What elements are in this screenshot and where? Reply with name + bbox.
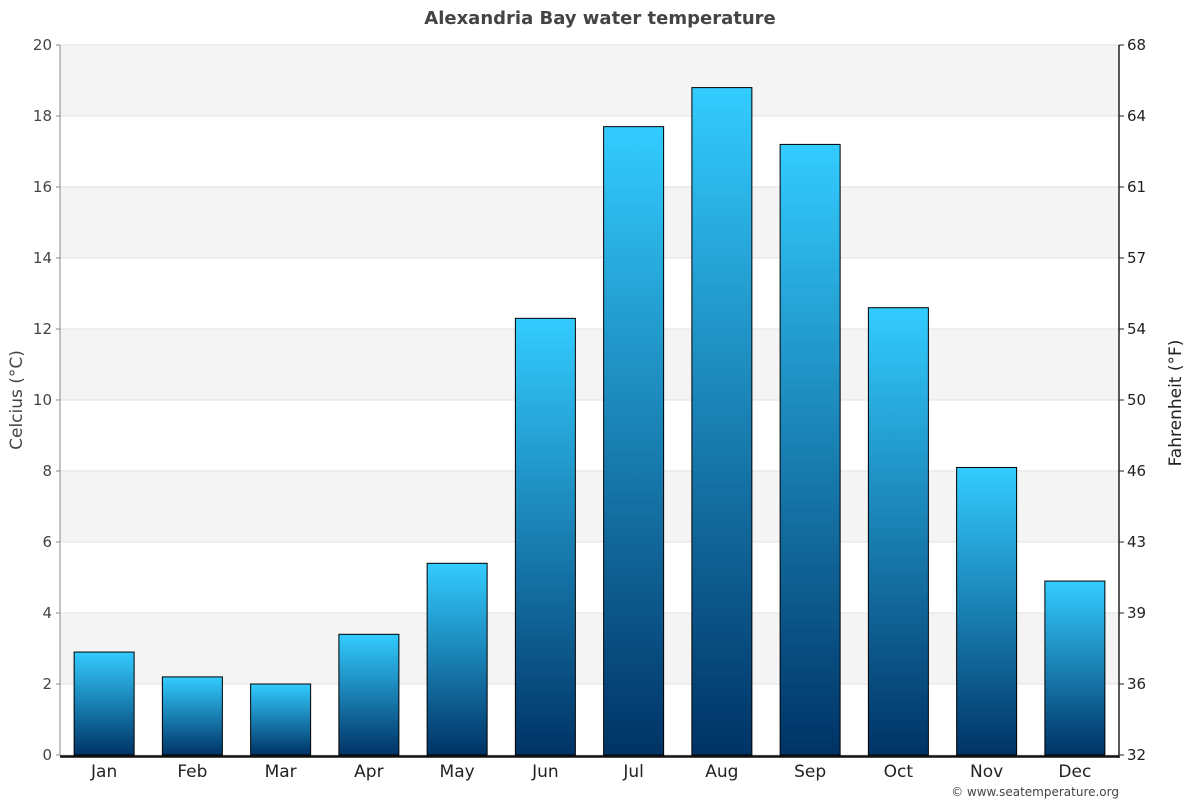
background-band	[60, 187, 1119, 258]
bar-apr	[338, 633, 400, 756]
left-tick-label: 8	[42, 462, 52, 480]
background-band	[60, 471, 1119, 542]
left-tick-label: 20	[33, 36, 52, 54]
background-band	[60, 45, 1119, 116]
left-tick-label: 2	[42, 675, 52, 693]
category-label: Feb	[177, 762, 207, 782]
right-tick-label: 46	[1127, 462, 1146, 480]
right-tick-label: 64	[1127, 107, 1146, 125]
category-label: Sep	[794, 762, 826, 782]
axes	[56, 44, 1124, 758]
category-label: Oct	[884, 762, 914, 782]
right-tick-label: 50	[1127, 391, 1146, 409]
category-labels: Jan Feb Mar Apr May Jun Jul Aug Sep Oct Nov Dec	[90, 762, 1091, 782]
category-label: Jun	[531, 762, 559, 782]
left-tick-label: 12	[33, 320, 52, 338]
left-tick-label: 4	[42, 604, 52, 622]
left-tick-label: 16	[33, 178, 52, 196]
category-label: Dec	[1058, 762, 1091, 782]
left-tick-labels: 0 2 4 6 8 10 12 14 16 18 20	[33, 36, 52, 764]
left-tick-label: 14	[33, 249, 52, 267]
background-bands	[60, 45, 1119, 684]
gridlines	[60, 44, 1119, 756]
bar-aug	[691, 87, 753, 756]
bar-sep	[779, 143, 841, 756]
category-label: Nov	[970, 762, 1003, 782]
right-tick-label: 32	[1127, 746, 1146, 764]
credit-text: © www.seatemperature.org	[951, 785, 1119, 799]
right-tick-labels: 32 36 39 43 46 50 54 57 61 64 68	[1127, 36, 1146, 764]
category-label: Aug	[705, 762, 738, 782]
right-tick-label: 36	[1127, 675, 1146, 693]
right-tick-label: 57	[1127, 249, 1146, 267]
bar-jun	[514, 317, 576, 756]
right-tick-label: 39	[1127, 604, 1146, 622]
bar-mar	[250, 683, 312, 756]
right-axis-title: Fahrenheit (°F)	[1166, 340, 1186, 467]
bar-jul	[603, 126, 665, 756]
left-tick-label: 6	[42, 533, 52, 551]
category-label: Mar	[265, 762, 297, 782]
bar-feb	[161, 676, 223, 756]
chart-title: Alexandria Bay water temperature	[424, 8, 775, 29]
category-label: Jul	[622, 762, 644, 782]
left-tick-label: 0	[42, 746, 52, 764]
background-band	[60, 613, 1119, 684]
left-tick-label: 10	[33, 391, 52, 409]
bar-nov	[956, 466, 1018, 756]
category-label: Apr	[354, 762, 383, 782]
bar-may	[426, 562, 488, 756]
left-tick-label: 18	[33, 107, 52, 125]
right-tick-label: 61	[1127, 178, 1146, 196]
bar-dec	[1044, 580, 1106, 756]
right-tick-label: 43	[1127, 533, 1146, 551]
right-tick-label: 68	[1127, 36, 1146, 54]
category-label: Jan	[90, 762, 117, 782]
category-label: May	[440, 762, 475, 782]
bar-series	[73, 87, 1106, 756]
bar-jan	[73, 651, 135, 756]
left-axis-title: Celcius (°C)	[7, 350, 27, 450]
bar-oct	[867, 307, 929, 756]
background-band	[60, 329, 1119, 400]
right-tick-label: 54	[1127, 320, 1146, 338]
